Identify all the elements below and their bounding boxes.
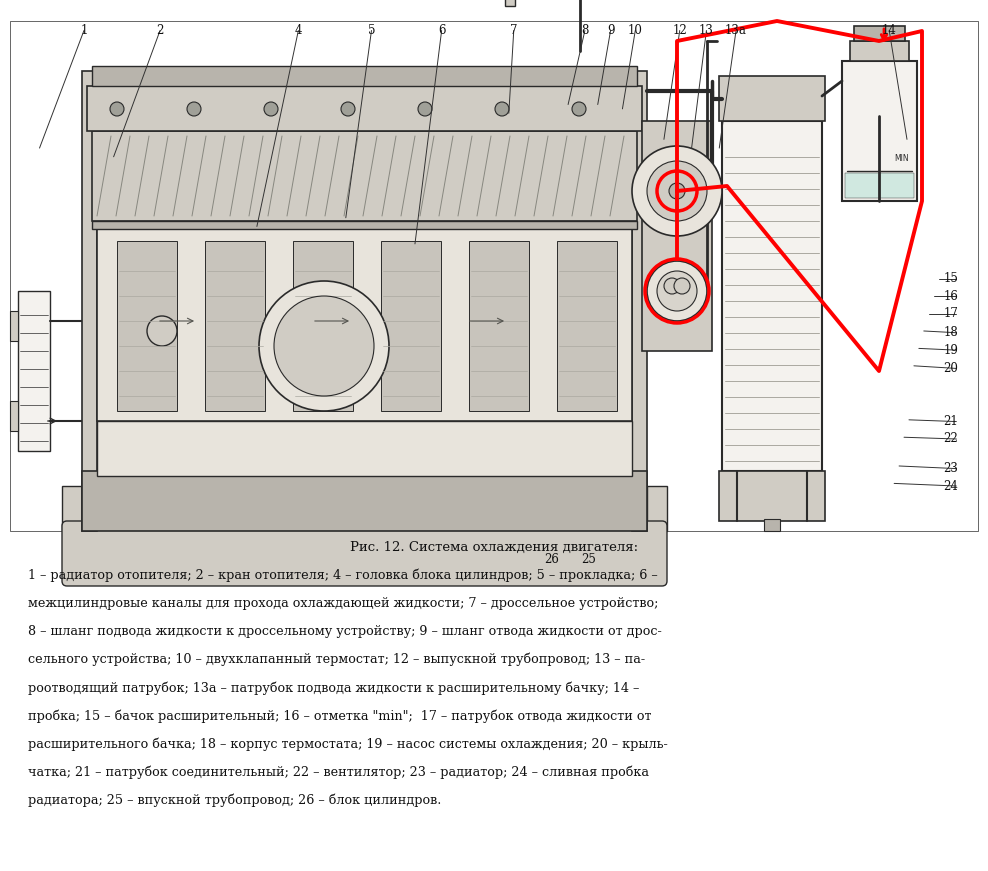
Circle shape [110, 102, 124, 116]
Text: 8 – шланг подвода жидкости к дроссельному устройству; 9 – шланг отвода жидкости : 8 – шланг подвода жидкости к дроссельном… [28, 625, 662, 638]
Text: радиатора; 25 – впускной трубопровод; 26 – блок цилиндров.: радиатора; 25 – впускной трубопровод; 26… [28, 793, 442, 807]
Circle shape [187, 102, 201, 116]
Bar [97, 221, 632, 421]
Text: 8: 8 [581, 24, 589, 37]
Circle shape [632, 146, 722, 236]
Bar [505, 0, 515, 6]
Text: межцилиндровые каналы для прохода охлаждающей жидкости; 7 – дроссельное устройст: межцилиндровые каналы для прохода охлажд… [28, 597, 658, 610]
Bar [205, 241, 265, 411]
Text: 21: 21 [944, 415, 958, 428]
Bar [642, 121, 712, 351]
Text: 20: 20 [944, 362, 958, 375]
Bar [719, 471, 825, 521]
Bar [719, 76, 825, 121]
Bar [854, 26, 905, 41]
Text: 24: 24 [944, 480, 958, 492]
Text: 23: 23 [944, 463, 958, 475]
Text: 13: 13 [699, 24, 714, 37]
Bar [10, 311, 18, 341]
Circle shape [664, 278, 680, 294]
Text: 1 – радиатор отопителя; 2 – кран отопителя; 4 – головка блока цилиндров; 5 – про: 1 – радиатор отопителя; 2 – кран отопите… [28, 569, 658, 583]
Circle shape [572, 102, 586, 116]
FancyBboxPatch shape [62, 521, 667, 586]
Text: 10: 10 [627, 24, 643, 37]
Bar [845, 173, 914, 198]
Text: 4: 4 [294, 24, 302, 37]
Bar [632, 71, 647, 531]
Bar [82, 471, 647, 531]
Text: 22: 22 [944, 433, 958, 445]
Bar [647, 486, 667, 531]
Text: МIN: МIN [894, 154, 909, 163]
Bar [469, 241, 529, 411]
Bar [97, 421, 632, 476]
Text: 15: 15 [944, 273, 958, 285]
Text: сельного устройства; 10 – двухклапанный термостат; 12 – выпускной трубопровод; 1: сельного устройства; 10 – двухклапанный … [28, 653, 645, 666]
Bar [842, 61, 917, 201]
Bar [10, 401, 18, 431]
Bar [62, 486, 82, 531]
Text: 6: 6 [438, 24, 446, 37]
Bar [117, 241, 177, 411]
Text: 13а: 13а [725, 24, 747, 37]
Bar [10, 21, 978, 531]
Text: 18: 18 [944, 327, 958, 339]
Bar [92, 221, 637, 229]
Circle shape [495, 102, 509, 116]
Text: пробка; 15 – бачок расширительный; 16 – отметка "min";  17 – патрубок отвода жид: пробка; 15 – бачок расширительный; 16 – … [28, 709, 651, 723]
Bar [381, 241, 441, 411]
Text: 16: 16 [944, 290, 958, 302]
Circle shape [657, 271, 697, 311]
Circle shape [264, 102, 278, 116]
Text: 26: 26 [543, 553, 559, 565]
Bar [18, 291, 50, 451]
Text: 7: 7 [510, 24, 518, 37]
Circle shape [147, 316, 177, 346]
Bar [764, 519, 780, 531]
Text: 9: 9 [607, 24, 615, 37]
Text: Рис. 12. Система охлаждения двигателя:: Рис. 12. Система охлаждения двигателя: [350, 541, 638, 554]
Bar [82, 71, 97, 531]
Circle shape [341, 102, 355, 116]
Text: расширительного бачка; 18 – корпус термостата; 19 – насос системы охлаждения; 20: расширительного бачка; 18 – корпус термо… [28, 737, 668, 751]
Text: роотводящий патрубок; 13а – патрубок подвода жидкости к расширительному бачку; 1: роотводящий патрубок; 13а – патрубок под… [28, 681, 639, 694]
Circle shape [674, 278, 690, 294]
Bar [87, 86, 642, 131]
Bar [92, 66, 637, 86]
Text: 19: 19 [944, 344, 958, 356]
Bar [557, 241, 617, 411]
Text: 5: 5 [368, 24, 375, 37]
Bar [293, 241, 353, 411]
Text: 12: 12 [673, 24, 687, 37]
Circle shape [647, 261, 707, 321]
Bar [850, 41, 909, 61]
Text: 17: 17 [944, 307, 958, 320]
Text: чатка; 21 – патрубок соединительный; 22 – вентилятор; 23 – радиатор; 24 – сливна: чатка; 21 – патрубок соединительный; 22 … [28, 765, 649, 779]
Text: 1: 1 [80, 24, 88, 37]
Circle shape [669, 183, 685, 199]
Text: 14: 14 [881, 24, 897, 37]
Circle shape [418, 102, 432, 116]
Text: 2: 2 [156, 24, 164, 37]
Circle shape [259, 281, 389, 411]
Text: 25: 25 [581, 553, 597, 565]
Bar [722, 121, 822, 471]
Circle shape [274, 296, 374, 396]
Bar [92, 131, 637, 221]
Circle shape [647, 161, 707, 221]
